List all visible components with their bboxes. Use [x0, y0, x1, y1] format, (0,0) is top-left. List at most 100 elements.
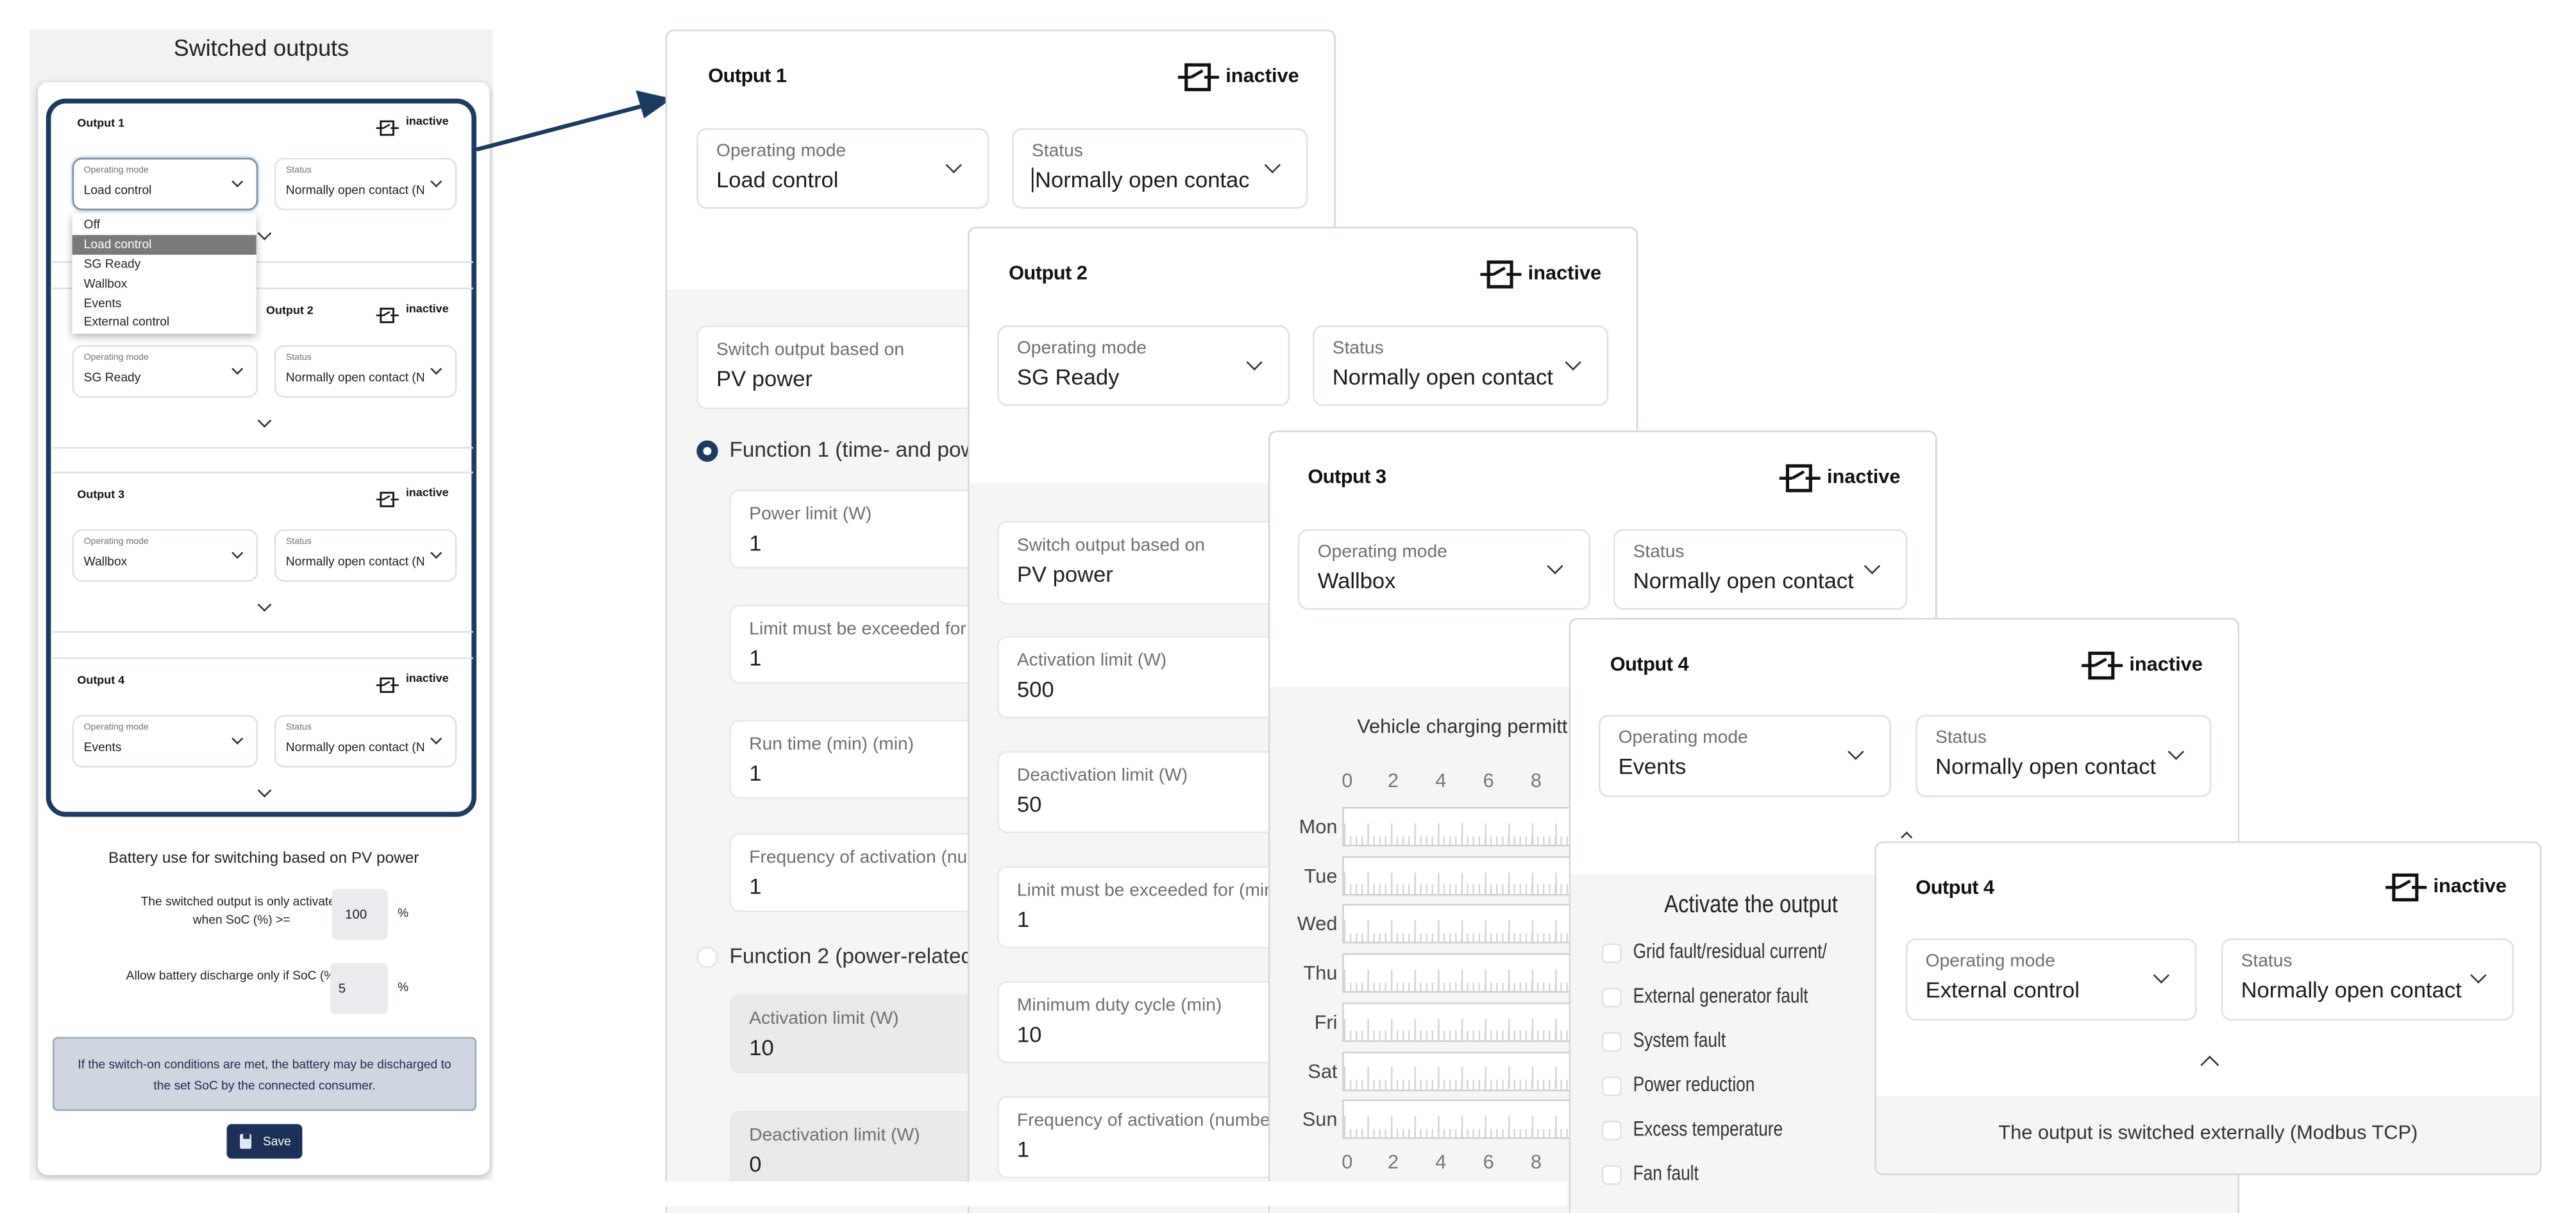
event-label: External generator fault: [1633, 984, 1808, 1008]
output-title: Output 3: [77, 489, 125, 502]
status-label: Status: [285, 353, 312, 364]
chevron-down-icon[interactable]: [257, 783, 272, 798]
status-select[interactable]: Status Normally open contact (N: [1613, 529, 1908, 610]
operating-mode-select[interactable]: Operating mode Load control: [72, 157, 258, 210]
day-label: Mon: [1299, 815, 1338, 838]
day-label: Fri: [1314, 1010, 1338, 1033]
operating-mode-select[interactable]: Operating mode Events: [72, 715, 258, 768]
operating-mode-value: Load control: [716, 167, 839, 192]
operating-mode-label: Operating mode: [1317, 542, 1447, 563]
chevron-down-icon: [1264, 157, 1281, 174]
event-checkbox[interactable]: [1601, 1031, 1622, 1052]
status-label: Status: [1332, 338, 1384, 359]
event-checkbox[interactable]: [1601, 1165, 1622, 1185]
operating-mode-select[interactable]: Operating mode SG Ready: [72, 345, 258, 398]
discharge-threshold-input[interactable]: 5: [330, 963, 388, 1014]
operating-mode-value: External control: [1925, 978, 2080, 1003]
field-value: 10: [1016, 1022, 1042, 1047]
dropdown-option-wallbox[interactable]: Wallbox: [83, 276, 128, 291]
event-checkbox[interactable]: [1601, 987, 1622, 1008]
event-checkbox[interactable]: [1601, 1121, 1622, 1141]
dropdown-option-events[interactable]: Events: [83, 296, 122, 311]
field-label: Switch output based on: [1016, 536, 1205, 556]
output-state: inactive: [405, 303, 449, 316]
status-select[interactable]: Status Normally open contact (N: [1915, 715, 2212, 797]
output-title: Output 2: [1009, 261, 1088, 285]
switch-open-icon: [376, 302, 400, 332]
page-title: Switched outputs: [173, 34, 349, 61]
soc-threshold-input[interactable]: 100: [332, 889, 388, 940]
save-button[interactable]: Save: [226, 1124, 303, 1159]
status-select[interactable]: Status Normally open contact (N: [1012, 128, 1308, 209]
status-value: Normally open contact (N: [285, 182, 424, 198]
status-select[interactable]: Status Normally open contact (N: [274, 529, 457, 582]
output-state: inactive: [1225, 64, 1299, 87]
event-label: Excess temperature: [1633, 1117, 1783, 1141]
output-state: inactive: [405, 488, 449, 500]
operating-mode-value: Wallbox: [1317, 568, 1396, 593]
operating-mode-value: Events: [1618, 754, 1687, 779]
operating-mode-value: SG Ready: [83, 369, 141, 385]
operating-mode-select[interactable]: Operating mode Load control: [696, 128, 989, 209]
status-value: Normally open contact (N: [1633, 568, 1855, 593]
chevron-down-icon: [430, 547, 442, 559]
status-select[interactable]: Status Normally open contact (N: [274, 715, 457, 768]
discharge-threshold-value: 5: [338, 981, 346, 996]
operating-mode-label: Operating mode: [83, 723, 149, 733]
status-select[interactable]: Status Normally open contact (N: [274, 345, 457, 398]
chevron-up-icon[interactable]: [2200, 1055, 2219, 1074]
output-title: Output 3: [1308, 465, 1386, 488]
field-label: Deactivation limit (W): [1016, 765, 1188, 786]
chevron-down-icon[interactable]: [257, 597, 272, 612]
status-select[interactable]: Status Normally open contact (N: [2221, 938, 2514, 1021]
operating-mode-select[interactable]: Operating mode Wallbox: [72, 529, 258, 582]
output-state: inactive: [1528, 261, 1602, 285]
operating-mode-select[interactable]: Operating mode Wallbox: [1297, 529, 1591, 610]
function-2-label: Function 2 (power-related): [729, 943, 981, 969]
event-checkbox[interactable]: [1601, 1076, 1622, 1096]
hour-label-bottom: 8: [1530, 1150, 1542, 1174]
soc-threshold-label: The switched output is only activated wh…: [140, 894, 342, 927]
operating-mode-select[interactable]: Operating mode External control: [1905, 938, 2197, 1021]
switch-open-icon: [376, 672, 400, 702]
status-select[interactable]: Status Normally open contact (N: [1313, 325, 1609, 406]
operating-mode-label: Operating mode: [1016, 338, 1147, 359]
dropdown-option-off[interactable]: Off: [83, 217, 100, 232]
event-checkbox[interactable]: [1601, 943, 1622, 963]
output-title: Output 1: [77, 118, 125, 130]
switch-open-icon: [2386, 872, 2429, 910]
event-label: Power reduction: [1633, 1073, 1755, 1096]
status-value: Normally open contact (N: [285, 554, 424, 569]
dropdown-option-sg-ready[interactable]: SG Ready: [83, 256, 141, 271]
field-value: 10: [749, 1035, 774, 1060]
switch-open-icon: [2082, 651, 2125, 689]
output-title: Output 2: [266, 305, 314, 318]
field-label: Limit must be exceeded for (min): [1016, 881, 1281, 901]
function-2-radio[interactable]: [696, 946, 718, 969]
switch-open-icon: [1480, 260, 1523, 298]
chevron-down-icon[interactable]: [257, 414, 272, 428]
chevron-down-icon: [430, 363, 442, 375]
status-label: Status: [1031, 141, 1083, 162]
soc-threshold-unit: %: [398, 905, 409, 920]
function-1-radio[interactable]: [696, 440, 718, 462]
hour-label-top: 2: [1388, 769, 1399, 792]
status-select[interactable]: Status Normally open contact (N: [274, 157, 457, 210]
operating-mode-select[interactable]: Operating mode SG Ready: [997, 325, 1290, 406]
field-value: 1: [749, 645, 762, 671]
chevron-down-icon: [2168, 743, 2185, 760]
chevron-down-icon[interactable]: [257, 226, 272, 241]
operating-mode-label: Operating mode: [716, 141, 846, 162]
output-title: Output 4: [77, 675, 125, 687]
hour-label-top: 6: [1483, 769, 1494, 792]
schedule-title: Vehicle charging permitt: [1357, 715, 1568, 738]
operating-mode-select[interactable]: Operating mode Events: [1598, 715, 1891, 797]
chevron-down-icon: [232, 733, 244, 745]
discharge-threshold-label: Allow battery discharge only if SoC (%) …: [126, 968, 357, 983]
chevron-down-icon: [2153, 967, 2169, 984]
dropdown-option-external-control[interactable]: External control: [83, 314, 170, 329]
dropdown-option-load-control[interactable]: Load control: [72, 235, 257, 254]
field-label: Activation limit (W): [1016, 650, 1167, 671]
output-state: inactive: [2129, 652, 2203, 675]
